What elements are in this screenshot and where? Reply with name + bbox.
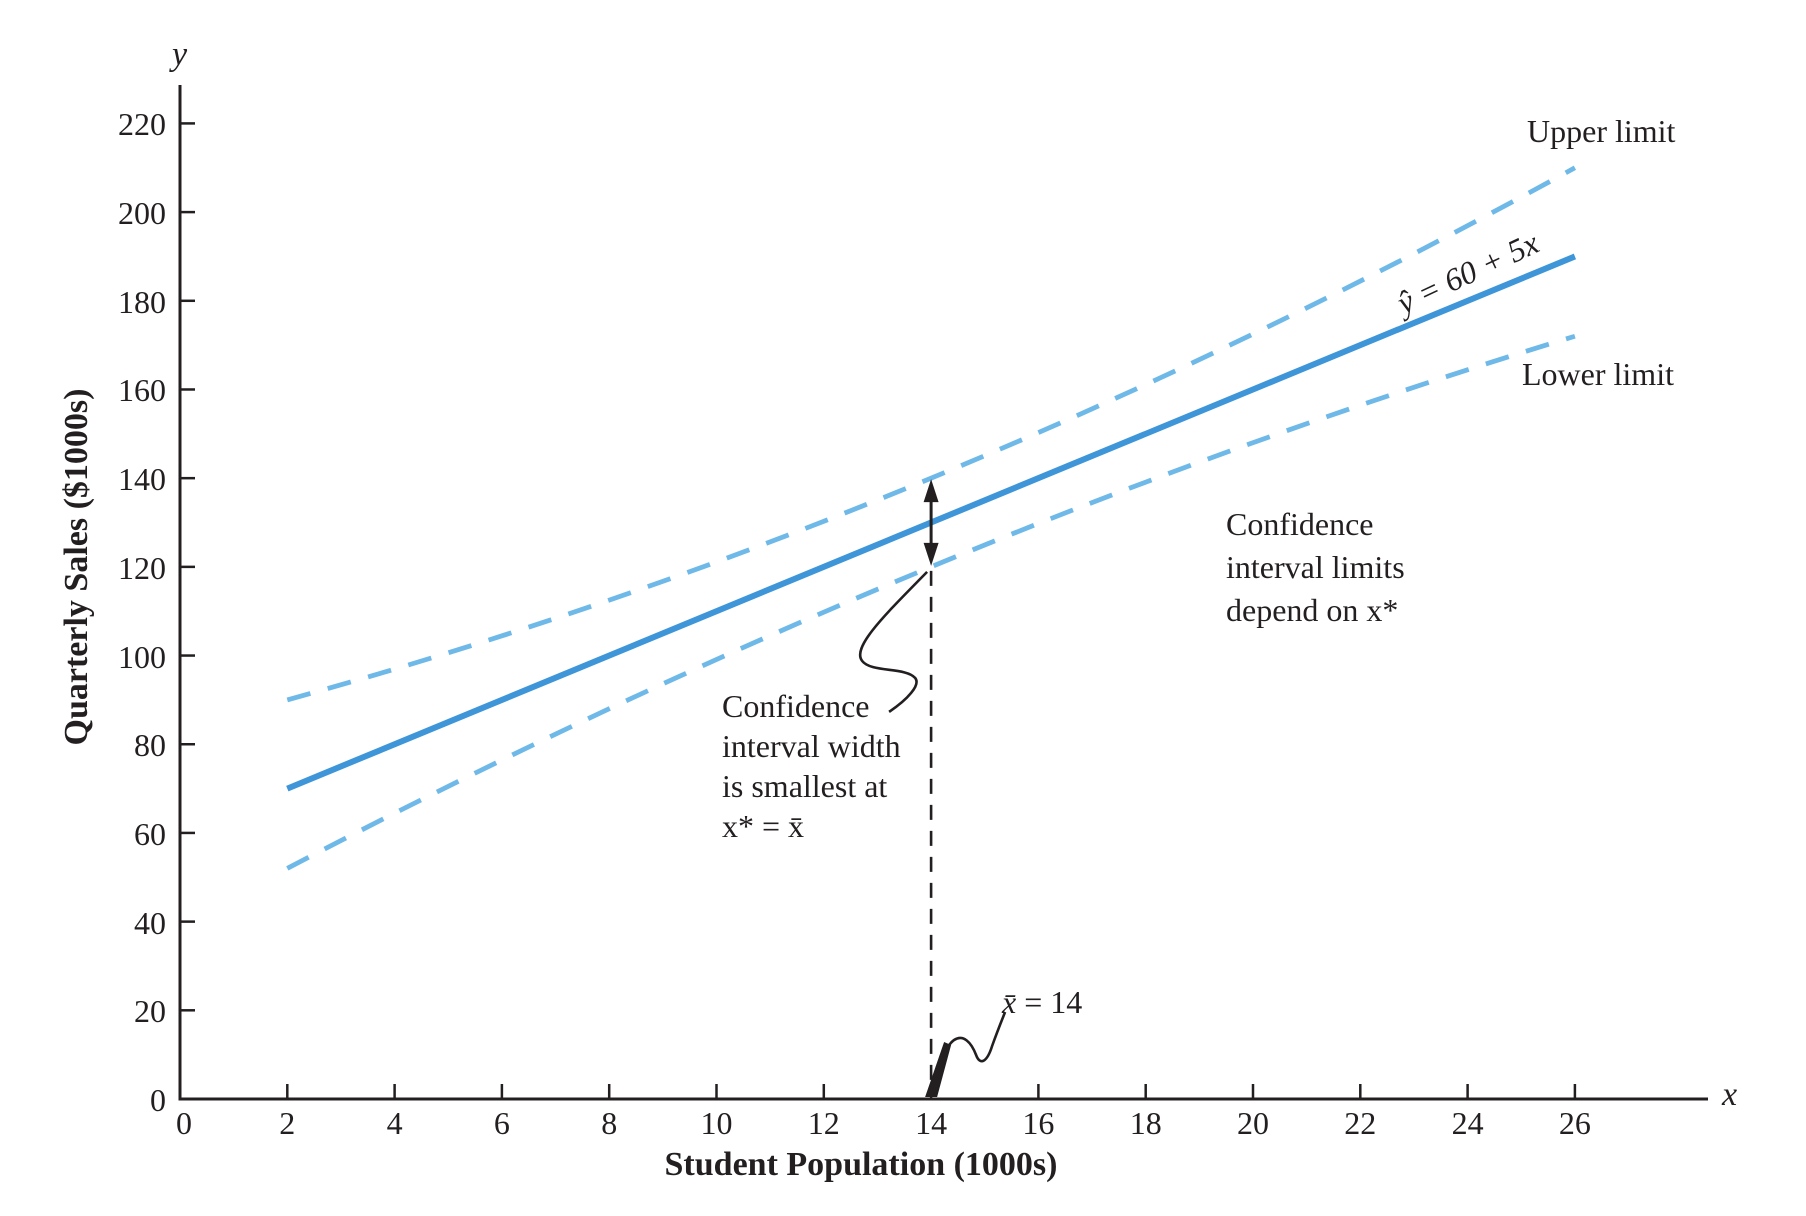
x-tick-label-18: 18 (1129, 1105, 1162, 1141)
y-axis-title: Quarterly Sales ($1000s) (58, 388, 95, 746)
y-tick-label-40: 40 (134, 904, 166, 941)
confidence-limits-note: Confidence interval limits depend on x* (1226, 506, 1405, 628)
x-tick-label-10: 10 (700, 1105, 733, 1141)
confidence-width-note: Confidence interval width is smallest at… (722, 688, 901, 844)
xbar-leader-base-wedge (925, 1042, 952, 1097)
y-tick-label-200: 200 (118, 195, 166, 232)
y-tick-label-160: 160 (118, 372, 166, 409)
lower-limit-label: Lower limit (1522, 356, 1674, 392)
x-axis-title: Student Population (1000s) (664, 1146, 1058, 1183)
arrowhead-down-icon (923, 542, 939, 566)
x-tick-label-16: 16 (1022, 1105, 1055, 1141)
y-tick-label-140: 140 (118, 461, 166, 498)
xbar-symbol: x̄ (1002, 984, 1017, 1020)
y-tick-label-220: 220 (118, 106, 166, 143)
x-tick-label-22: 22 (1344, 1105, 1377, 1141)
x-tick-label-26: 26 (1558, 1105, 1591, 1141)
y-tick-label-80: 80 (134, 727, 166, 764)
y-tick-label-100: 100 (118, 638, 166, 675)
x-tick-label-2: 2 (279, 1105, 296, 1141)
x-tick-label-8: 8 (601, 1105, 618, 1141)
x-tick-label-24: 24 (1451, 1105, 1484, 1141)
xbar-equals-value: = 14 (1016, 984, 1083, 1020)
arrowhead-up-icon (923, 479, 939, 503)
y-axis-letter: y (172, 36, 188, 73)
x-tick-label-4: 4 (386, 1105, 403, 1141)
y-tick-label-60: 60 (134, 815, 166, 852)
x-axis-letter: x (1722, 1076, 1738, 1113)
x-tick-label-0: 0 (176, 1105, 192, 1141)
x-tick-label-14: 14 (915, 1105, 948, 1141)
width-note-leader-squiggle (859, 570, 929, 713)
upper-limit-label: Upper limit (1527, 113, 1676, 149)
lower-limit-line (286, 333, 1576, 871)
x-tick-label-6: 6 (493, 1105, 510, 1141)
y-tick-label-120: 120 (118, 549, 166, 586)
x-tick-label-12: 12 (807, 1105, 840, 1141)
xbar-value-label: x̄ = 14 (1002, 984, 1082, 1021)
y-tick-label-20: 20 (134, 993, 166, 1030)
y-tick-label-180: 180 (118, 283, 166, 320)
upper-limit-line (286, 165, 1577, 703)
y-tick-label-0: 0 (150, 1082, 166, 1118)
x-tick-label-20: 20 (1237, 1105, 1269, 1141)
